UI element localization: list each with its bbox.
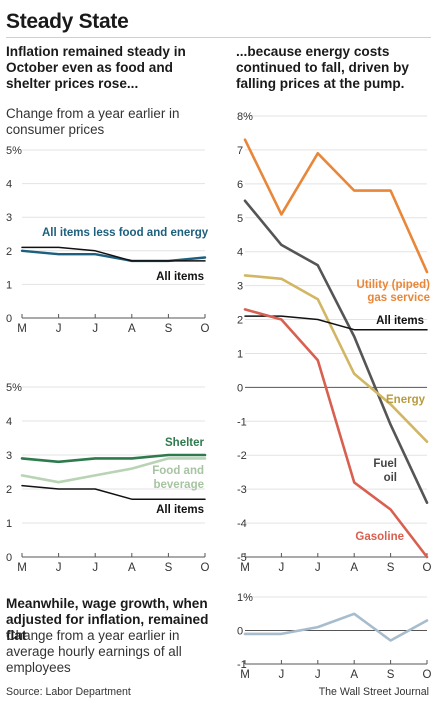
chart1-y-tick-label: 3 xyxy=(6,212,12,224)
chart3-x-tick-label: O xyxy=(423,562,432,574)
chart1-x-tick-label: O xyxy=(201,323,210,335)
chart3-series-label: All items xyxy=(376,315,424,327)
chart3-y-tick-label: -5 xyxy=(237,552,247,564)
chart1-y-tick-label: 5% xyxy=(6,145,22,157)
chart3-series-label: Fuel xyxy=(373,458,397,470)
chart2-series-label: beverage xyxy=(153,479,204,491)
chart2-x-tick-label: A xyxy=(128,562,136,574)
chart2-series-label: All items xyxy=(156,504,204,516)
chart3-y-tick-label: 5 xyxy=(237,213,243,225)
chart1-series-label: All items less food and energy xyxy=(42,227,209,239)
chart3-series-label: Gasoline xyxy=(355,531,404,543)
chart1-y-tick-label: 4 xyxy=(6,179,12,191)
chart4-x-tick-label: A xyxy=(350,669,358,681)
chart3-series-line xyxy=(243,274,429,444)
chart3-series-line xyxy=(243,138,429,274)
chart2-x-tick-label: M xyxy=(17,562,27,574)
chart2-x-tick-label: J xyxy=(92,562,98,574)
chart3-x-tick-label: J xyxy=(279,562,285,574)
chart3-y-tick-label: 3 xyxy=(237,281,243,293)
left-subhead: Change from a year earlier in consumer p… xyxy=(6,106,180,137)
chart3-y-tick-label: 0 xyxy=(237,382,243,394)
chart3-y-tick-label: -1 xyxy=(237,416,247,428)
chart1-x-tick-label: J xyxy=(56,323,62,335)
chart3-x-tick-label: J xyxy=(315,562,321,574)
wage-subhead: Change from a year earlier in average ho… xyxy=(6,628,182,675)
chart3-y-tick-label: 4 xyxy=(237,247,243,259)
chart4-x-tick-label: O xyxy=(423,669,432,681)
chart4-x-tick-label: J xyxy=(315,669,321,681)
chart2-series-label: Food and xyxy=(152,465,204,477)
chart3-series-label: oil xyxy=(384,472,397,484)
chart3-series-label: Utility (piped) xyxy=(357,279,431,291)
chart4-x-tick-label: J xyxy=(279,669,285,681)
chart3-y-tick-label: 1 xyxy=(237,348,243,360)
right-headline: ...because energy costs continued to fal… xyxy=(236,44,409,91)
chart4-y-tick-label: 1% xyxy=(237,592,253,604)
chart3-y-tick-label: 8% xyxy=(237,111,253,123)
chart3-y-tick-label: 7 xyxy=(237,145,243,157)
title-rule xyxy=(6,37,431,38)
chart3-x-tick-label: A xyxy=(350,562,358,574)
chart2-y-tick-label: 5% xyxy=(6,382,22,394)
chart3-y-tick-label: 2 xyxy=(237,315,243,327)
chart2-series-line xyxy=(21,484,206,500)
chart4-y-tick-label: 0 xyxy=(237,626,243,638)
publisher-credit: The Wall Street Journal xyxy=(318,686,429,698)
chart3-y-tick-label: -4 xyxy=(237,518,247,530)
chart3-series-line xyxy=(244,315,428,331)
chart4-series-line xyxy=(243,612,429,642)
chart2-y-tick-label: 4 xyxy=(6,416,12,428)
left-headline: Inflation remained steady in October eve… xyxy=(6,44,186,91)
chart1-series-label: All items xyxy=(156,271,204,283)
chart2-series-label: Shelter xyxy=(165,437,205,449)
wage-headline: Meanwhile, wage growth, when adjusted fo… xyxy=(6,596,209,643)
chart3-series-line xyxy=(243,199,429,505)
chart1-x-tick-label: A xyxy=(128,323,136,335)
chart1-series-line xyxy=(21,246,206,262)
chart2-y-tick-label: 0 xyxy=(6,552,12,564)
chart3-series-line xyxy=(243,308,429,559)
chart1-x-tick-label: S xyxy=(165,323,173,335)
chart1-y-tick-label: 1 xyxy=(6,279,12,291)
chart1-x-tick-label: J xyxy=(92,323,98,335)
chart3-x-tick-label: S xyxy=(387,562,395,574)
graphic-title: Steady State xyxy=(6,10,129,33)
chart2-series-line xyxy=(20,453,207,464)
chart2-y-tick-label: 2 xyxy=(6,484,12,496)
chart2-x-tick-label: J xyxy=(56,562,62,574)
chart3-series-label: Energy xyxy=(386,394,426,406)
chart1-y-tick-label: 0 xyxy=(6,313,12,325)
chart4-y-tick-label: -1 xyxy=(237,659,247,671)
chart2-y-tick-label: 1 xyxy=(6,518,12,530)
chart4-x-tick-label: M xyxy=(240,669,250,681)
chart3-y-tick-label: -3 xyxy=(237,484,247,496)
chart3-series-label: gas service xyxy=(367,292,430,304)
chart2-y-tick-label: 3 xyxy=(6,450,12,462)
chart1-x-tick-label: M xyxy=(17,323,27,335)
chart3-x-tick-label: M xyxy=(240,562,250,574)
chart2-x-tick-label: O xyxy=(201,562,210,574)
chart3-y-tick-label: 6 xyxy=(237,179,243,191)
chart3-y-tick-label: -2 xyxy=(237,450,247,462)
chart2-x-tick-label: S xyxy=(165,562,173,574)
chart1-y-tick-label: 2 xyxy=(6,246,12,258)
source-note: Source: Labor Department xyxy=(6,686,131,698)
chart4-x-tick-label: S xyxy=(387,669,395,681)
chart2-series-line xyxy=(20,457,207,484)
